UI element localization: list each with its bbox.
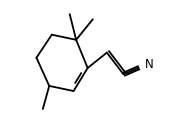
Text: N: N — [145, 58, 154, 71]
